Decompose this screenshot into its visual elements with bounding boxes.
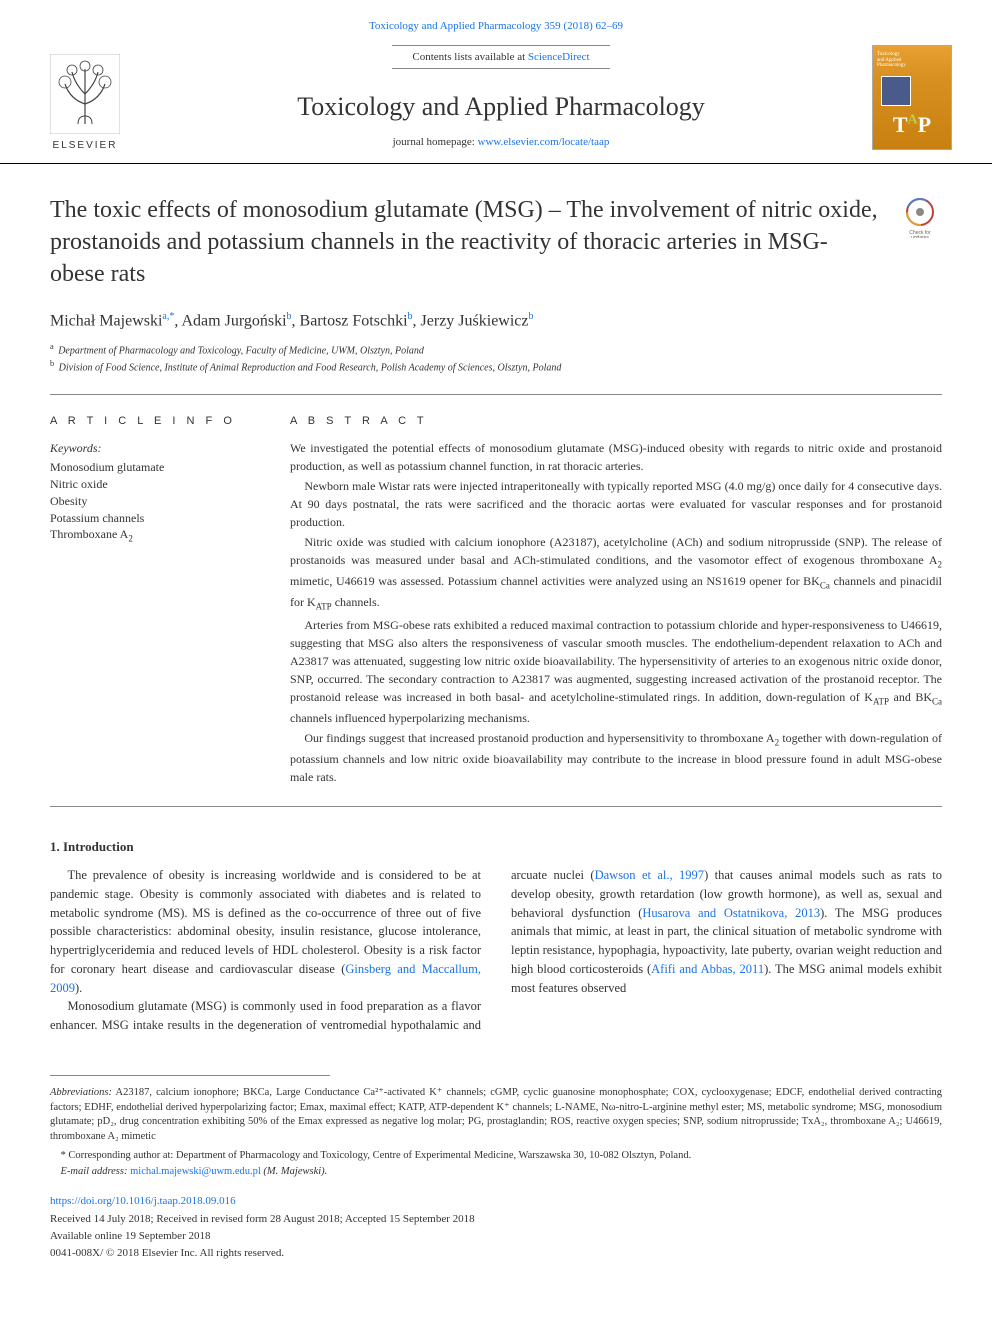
- abstract-paragraph: Arteries from MSG-obese rats exhibited a…: [290, 616, 942, 727]
- keyword: Nitric oxide: [50, 476, 250, 493]
- affiliation: b Division of Food Science, Institute of…: [50, 358, 942, 375]
- svg-text:updates: updates: [911, 235, 929, 238]
- footer-divider: [50, 1075, 330, 1076]
- contents-line: Contents lists available at ScienceDirec…: [392, 45, 609, 70]
- intro-text-1a: The prevalence of obesity is increasing …: [50, 868, 481, 976]
- elsevier-wordmark: ELSEVIER: [53, 138, 118, 153]
- article-title: The toxic effects of monosodium glutamat…: [50, 194, 878, 291]
- authors: Michał Majewskia,*, Adam Jurgońskib, Bar…: [50, 309, 942, 333]
- article-main: The toxic effects of monosodium glutamat…: [0, 164, 992, 1055]
- check-updates-icon[interactable]: Check for updates: [898, 194, 942, 238]
- homepage-link[interactable]: www.elsevier.com/locate/taap: [478, 136, 610, 148]
- divider-top: [50, 394, 942, 395]
- journal-cover-thumbnail: Toxicology and Applied Pharmacology TAP: [872, 45, 952, 150]
- article-info-block: A R T I C L E I N F O Keywords: Monosodi…: [50, 413, 250, 788]
- abstract-label: A B S T R A C T: [290, 413, 942, 430]
- sciencedirect-link[interactable]: ScienceDirect: [528, 51, 590, 63]
- introduction-columns: The prevalence of obesity is increasing …: [50, 866, 942, 1035]
- title-row: The toxic effects of monosodium glutamat…: [50, 194, 942, 291]
- homepage-prefix: journal homepage:: [393, 136, 478, 148]
- email-label: E-mail address:: [61, 1166, 131, 1177]
- contents-prefix: Contents lists available at: [412, 51, 527, 63]
- received-dates: Received 14 July 2018; Received in revis…: [50, 1212, 942, 1227]
- cover-letter-t: T: [893, 112, 908, 137]
- elsevier-tree-icon: [50, 54, 120, 134]
- abstract-paragraph: Newborn male Wistar rats were injected i…: [290, 477, 942, 531]
- abstract-paragraph: Nitric oxide was studied with calcium io…: [290, 533, 942, 614]
- info-abstract-row: A R T I C L E I N F O Keywords: Monosodi…: [50, 413, 942, 788]
- available-online: Available online 19 September 2018: [50, 1229, 942, 1244]
- doi-line: https://doi.org/10.1016/j.taap.2018.09.0…: [50, 1194, 942, 1210]
- citation-husarova[interactable]: Husarova and Ostatnikova, 2013: [642, 906, 820, 920]
- email-link[interactable]: michal.majewski@uwm.edu.pl: [130, 1166, 261, 1177]
- email-suffix: (M. Majewski).: [261, 1166, 327, 1177]
- keyword: Thromboxane A2: [50, 526, 250, 545]
- affiliation: a Department of Pharmacology and Toxicol…: [50, 341, 942, 358]
- divider-bottom: [50, 806, 942, 807]
- introduction-section: 1. Introduction The prevalence of obesit…: [50, 837, 942, 1035]
- abbreviations: Abbreviations: A23187, calcium ionophore…: [50, 1086, 942, 1145]
- keywords-label: Keywords:: [50, 439, 250, 457]
- journal-volume-line: Toxicology and Applied Pharmacology 359 …: [0, 0, 992, 43]
- citation-dawson[interactable]: Dawson et al., 1997: [595, 868, 704, 882]
- cover-letter-a: A: [908, 113, 918, 128]
- homepage-line: journal homepage: www.elsevier.com/locat…: [130, 134, 872, 151]
- elsevier-logo: ELSEVIER: [40, 43, 130, 153]
- intro-text-1b: ).: [75, 981, 82, 995]
- introduction-heading: 1. Introduction: [50, 837, 942, 857]
- doi-link[interactable]: https://doi.org/10.1016/j.taap.2018.09.0…: [50, 1195, 236, 1207]
- citation-afifi[interactable]: Afifi and Abbas, 2011: [651, 962, 764, 976]
- abstract-text: We investigated the potential effects of…: [290, 439, 942, 785]
- journal-volume-link[interactable]: Toxicology and Applied Pharmacology 359 …: [369, 20, 623, 32]
- affiliations: a Department of Pharmacology and Toxicol…: [50, 341, 942, 376]
- keyword: Potassium channels: [50, 510, 250, 527]
- cover-label: Toxicology and Applied Pharmacology: [877, 52, 906, 69]
- header-center: Contents lists available at ScienceDirec…: [130, 45, 872, 151]
- email-line: E-mail address: michal.majewski@uwm.edu.…: [50, 1165, 942, 1180]
- cover-inset-icon: [881, 76, 911, 106]
- intro-paragraph-1: The prevalence of obesity is increasing …: [50, 866, 481, 997]
- keyword: Obesity: [50, 493, 250, 510]
- copyright-line: 0041-008X/ © 2018 Elsevier Inc. All righ…: [50, 1246, 942, 1261]
- journal-title: Toxicology and Applied Pharmacology: [130, 87, 872, 126]
- keywords-list: Monosodium glutamateNitric oxideObesityP…: [50, 459, 250, 545]
- article-info-label: A R T I C L E I N F O: [50, 413, 250, 430]
- keyword: Monosodium glutamate: [50, 459, 250, 476]
- corresponding-author: * Corresponding author at: Department of…: [50, 1149, 942, 1164]
- cover-letter-p: P: [918, 112, 931, 137]
- journal-header-bar: ELSEVIER Contents lists available at Sci…: [0, 43, 992, 164]
- abstract-block: A B S T R A C T We investigated the pote…: [290, 413, 942, 788]
- abbrev-text: A23187, calcium ionophore; BKCa, Large C…: [50, 1087, 942, 1142]
- abstract-paragraph: Our findings suggest that increased pros…: [290, 729, 942, 786]
- cover-letters: TAP: [893, 108, 931, 141]
- abbrev-label: Abbreviations:: [50, 1087, 112, 1098]
- abstract-paragraph: We investigated the potential effects of…: [290, 439, 942, 475]
- footer-block: Abbreviations: A23187, calcium ionophore…: [0, 1075, 992, 1292]
